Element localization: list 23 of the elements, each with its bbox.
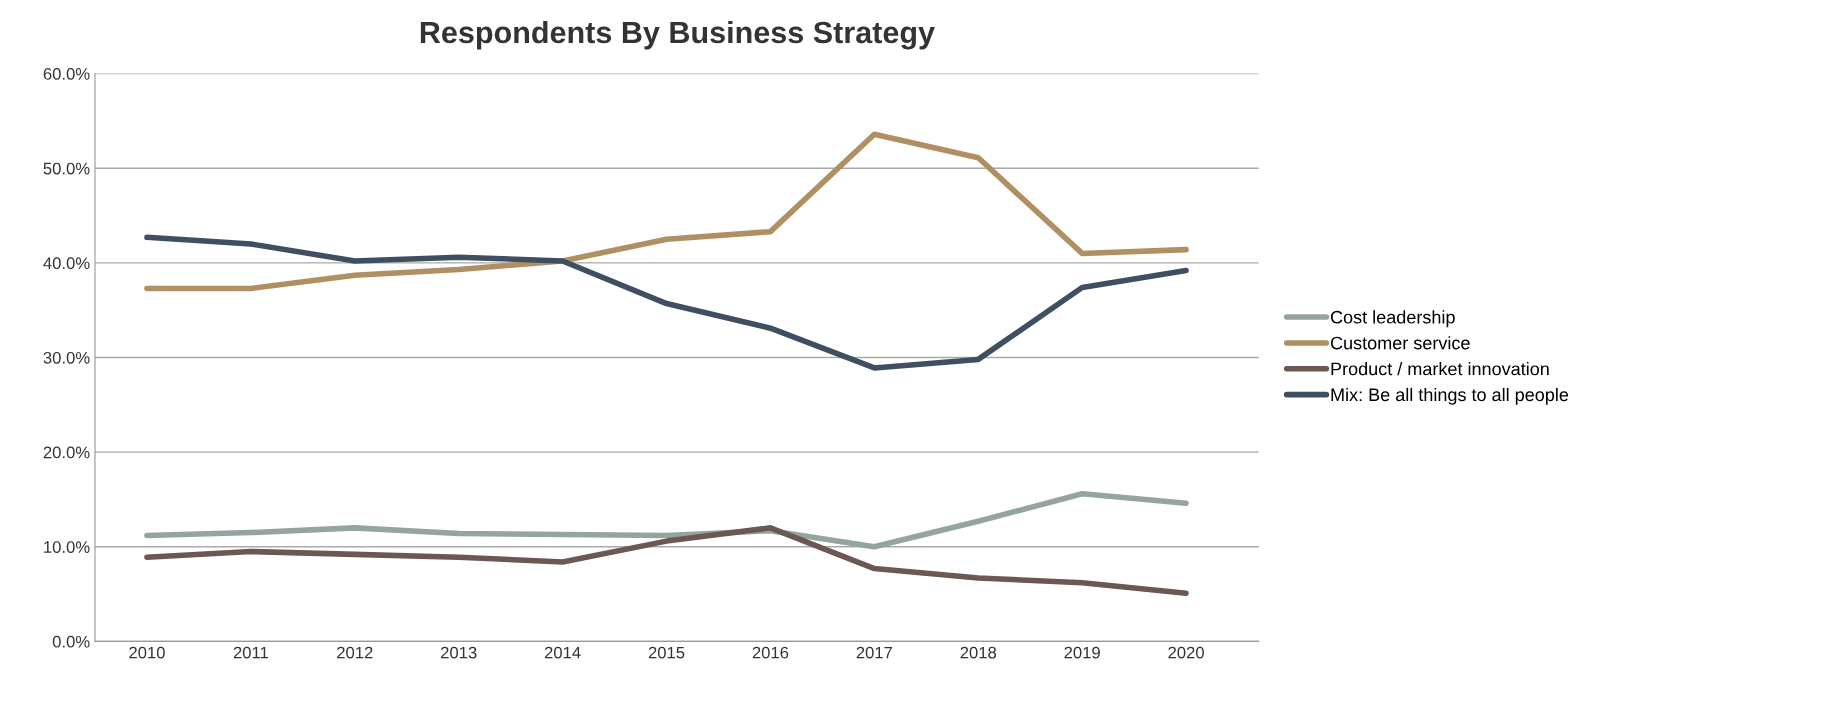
x-tick-label: 2020 [1168, 646, 1204, 659]
y-tick-label: 50.0% [43, 162, 90, 175]
x-tick-label: 2016 [752, 646, 789, 659]
legend-label: Mix: Be all things to all people [1331, 387, 1569, 405]
y-tick-label: 30.0% [43, 351, 90, 364]
chart-title: Respondents By Business Strategy [420, 20, 935, 50]
y-tick-label: 10.0% [44, 541, 90, 553]
x-tick-label: 2011 [233, 646, 268, 659]
x-tick-label: 2010 [129, 646, 165, 659]
y-tick-label: 60.0% [43, 68, 90, 80]
x-tick-label: 2018 [960, 646, 997, 659]
x-tick-label: 2014 [544, 646, 581, 659]
x-tick-label: 2013 [440, 646, 477, 659]
y-tick-label: 20.0% [43, 446, 90, 459]
y-tick-label: 40.0% [43, 257, 90, 270]
x-tick-label: 2015 [648, 646, 685, 659]
x-tick-label: 2017 [856, 646, 893, 659]
x-tick-label: 2019 [1064, 646, 1100, 659]
legend-label: Customer service [1330, 336, 1470, 350]
y-tick-label: 0.0% [52, 635, 90, 648]
x-tick-label: 2012 [337, 646, 373, 659]
legend-label: Cost leadership [1330, 310, 1455, 328]
legend-label: Product / market innovation [1331, 362, 1549, 376]
